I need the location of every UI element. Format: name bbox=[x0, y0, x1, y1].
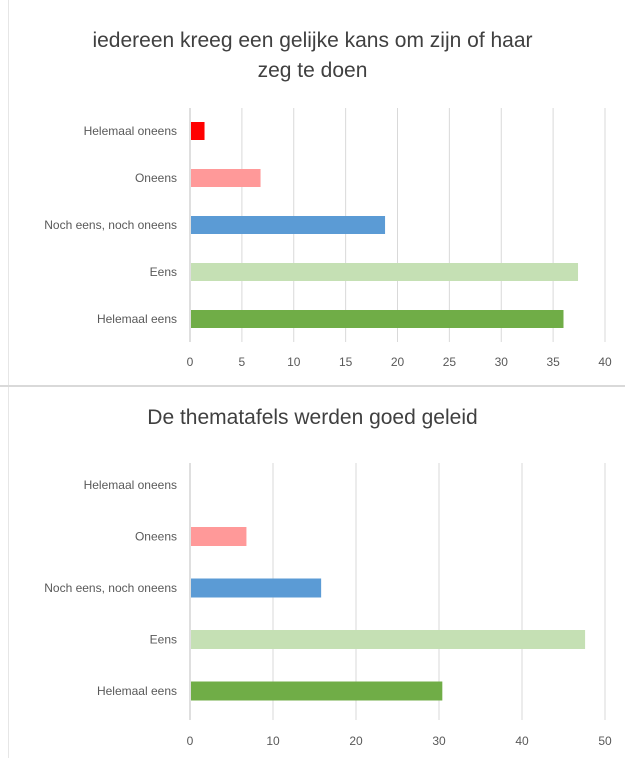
chart-panel-1: iedereen kreeg een gelijke kans om zijn … bbox=[0, 0, 625, 387]
x-tick-label: 40 bbox=[598, 355, 612, 369]
bar-eens bbox=[191, 630, 586, 649]
bar-chart-1: 0 5 10 15 20 25 30 35 40 Helemaal oneens Oneens Noc… bbox=[44, 108, 612, 369]
x-tick-label: 5 bbox=[239, 355, 246, 369]
bar-noch-eens-noch-oneens bbox=[191, 216, 386, 234]
category-label: Helemaal oneens bbox=[84, 478, 177, 492]
bar-eens bbox=[191, 263, 579, 281]
panel-divider bbox=[8, 0, 9, 385]
category-label: Noch eens, noch oneens bbox=[44, 218, 177, 232]
x-tick-label: 10 bbox=[266, 734, 280, 748]
x-tick-label: 10 bbox=[287, 355, 301, 369]
chart-title-1-line-1: iedereen kreeg een gelijke kans om zijn … bbox=[92, 29, 533, 52]
x-tick-label: 0 bbox=[187, 355, 194, 369]
x-tick-label: 0 bbox=[187, 734, 194, 748]
x-tick-label: 50 bbox=[598, 734, 612, 748]
bar-helemaal-eens bbox=[191, 681, 443, 701]
category-label: Oneens bbox=[135, 171, 177, 185]
category-label: Noch eens, noch oneens bbox=[44, 581, 177, 595]
category-label: Eens bbox=[150, 633, 177, 647]
bar-chart-2: 0 10 20 30 40 50 Helemaal oneens Oneens Noch een… bbox=[44, 463, 612, 748]
x-tick-label: 20 bbox=[349, 734, 363, 748]
x-tick-label: 15 bbox=[339, 355, 353, 369]
chart-title-1: iedereen kreeg een gelijke kans om zijn … bbox=[0, 26, 625, 86]
x-tick-label: 30 bbox=[495, 355, 509, 369]
category-label: Helemaal eens bbox=[97, 684, 177, 698]
x-tick-label: 35 bbox=[546, 355, 560, 369]
x-tick-label: 20 bbox=[391, 355, 405, 369]
bar-oneens bbox=[191, 169, 261, 187]
category-label: Helemaal oneens bbox=[84, 124, 177, 138]
category-label: Oneens bbox=[135, 530, 177, 544]
category-label: Eens bbox=[150, 265, 177, 279]
bar-helemaal-eens bbox=[191, 310, 564, 328]
chart-title-1-line-2: zeg te doen bbox=[257, 59, 368, 82]
x-tick-label: 40 bbox=[515, 734, 529, 748]
bar-helemaal-oneens bbox=[191, 122, 205, 140]
bar-noch-eens-noch-oneens bbox=[191, 578, 322, 598]
x-tick-label: 25 bbox=[443, 355, 457, 369]
bar-oneens bbox=[191, 527, 247, 546]
x-tick-label: 30 bbox=[432, 734, 446, 748]
chart-title-2: De thematafels werden goed geleid bbox=[147, 406, 478, 429]
category-label: Helemaal eens bbox=[97, 312, 177, 326]
chart-panel-2: De thematafels werden goed geleid 0 10 20 3… bbox=[0, 387, 625, 758]
panel-divider bbox=[8, 387, 9, 758]
